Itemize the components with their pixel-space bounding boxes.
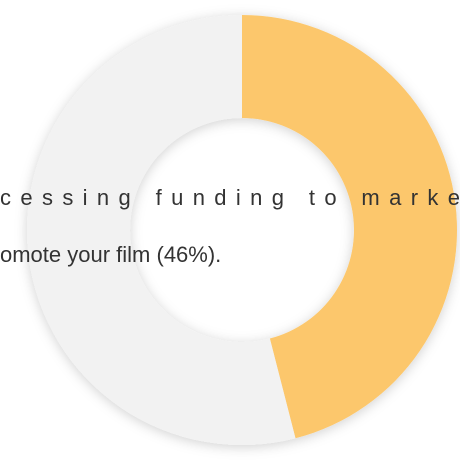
donut-slice — [26, 15, 296, 445]
annotation: cessing funding to marke — [0, 185, 460, 210]
donut-slice — [242, 15, 457, 439]
donut — [26, 15, 457, 445]
annotation: omote your film (46%). — [0, 242, 221, 267]
